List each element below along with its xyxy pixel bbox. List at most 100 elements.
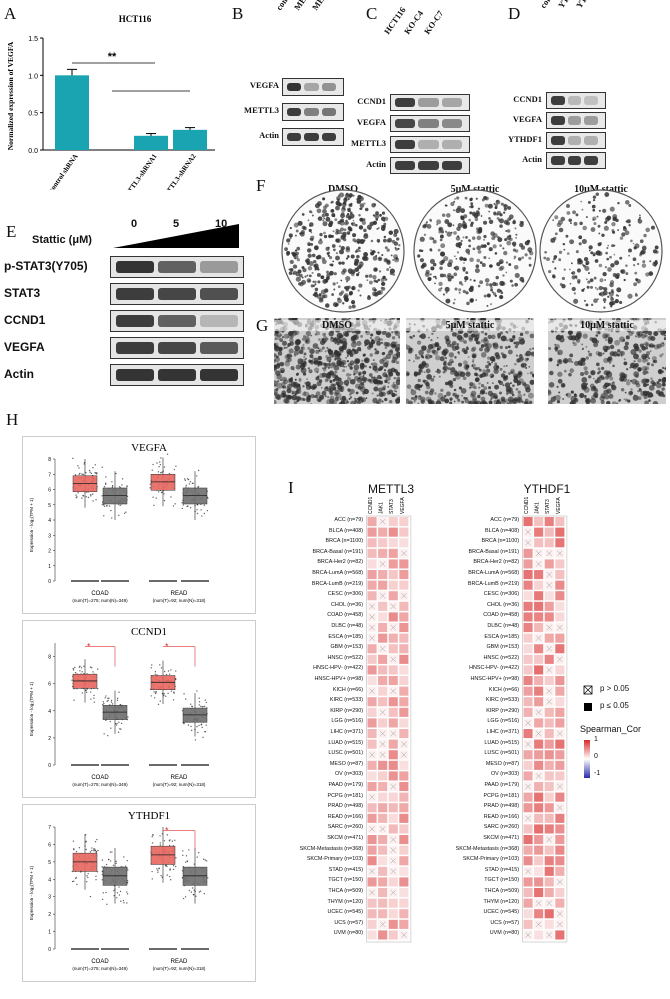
heatmap-row-label: BRCA-LumB (n=219) <box>311 580 363 587</box>
heatmap-row-label: UCEC (n=545) <box>327 909 363 916</box>
heatmap-cell <box>555 739 565 749</box>
y-tick: 1 <box>48 930 51 936</box>
y-tick: 1 <box>48 564 51 570</box>
heatmap-row-label: LIHC (n=371) <box>486 729 519 735</box>
heatmap-row-label: BRCA (n=1100) <box>481 538 519 545</box>
heatmap-cell <box>367 570 377 580</box>
band <box>158 288 196 300</box>
band <box>567 116 582 125</box>
panel-e-western-blot: Stattic (μM) 0 5 10 p-STAT3(Y705) STAT3 CCND… <box>0 218 250 395</box>
heatmap-cell <box>399 813 409 823</box>
heatmap-cell <box>388 538 398 548</box>
heatmap-cell <box>555 559 565 569</box>
heatmap-cell <box>534 750 544 760</box>
heatmap-cell <box>367 803 377 813</box>
heatmap-row-label: GBM (n=153) <box>486 644 519 651</box>
heatmap-cell <box>544 824 554 834</box>
blot-strip <box>282 103 344 121</box>
heatmap-cell <box>378 792 388 802</box>
blot-strip <box>110 310 244 332</box>
heatmap-cell <box>388 633 398 643</box>
blot-strip <box>282 128 344 146</box>
panel-letter-f: F <box>256 176 266 195</box>
heatmap-cell <box>388 707 398 717</box>
heatmap-cell <box>523 559 533 569</box>
heatmap-cell <box>544 559 554 569</box>
heatmap-cell <box>555 750 565 760</box>
heatmap-row-label: SKCM-Metastasis (n=368) <box>299 845 363 852</box>
panel-a-ylabel: Normalized expression of VEGFA <box>6 41 15 150</box>
heatmap-cell <box>544 888 554 898</box>
heatmap-cell <box>534 866 544 876</box>
heatmap-cell <box>367 580 377 590</box>
heatmap-cell <box>555 707 565 717</box>
y-tick: 5 <box>48 860 51 866</box>
heatmap-cell <box>523 760 533 770</box>
heatmap-cell <box>534 665 544 675</box>
heatmap-cell <box>544 813 554 823</box>
heatmap-cell <box>399 898 409 908</box>
heatmap-row-label: LUSC (n=501) <box>328 750 363 757</box>
y-tick: 4 <box>48 709 51 715</box>
heatmap-row-label: CESC (n=306) <box>327 591 363 598</box>
row-label: STAT3 <box>4 286 41 300</box>
heatmap-cell <box>555 718 565 728</box>
y-tick: 8 <box>48 457 51 463</box>
heatmap-row-label: KIRC (n=533) <box>329 697 363 704</box>
heatmap-row-label: ACC (n=79) <box>490 517 519 523</box>
heatmap-cell <box>388 930 398 940</box>
heatmap-cell <box>523 909 533 919</box>
heatmap-cell <box>555 580 565 590</box>
heatmap-cell <box>399 877 409 887</box>
band <box>395 98 416 107</box>
panel-i-heatmaps: METTL3 CCND1 JAK1 STAT3 VEGFA ACC (n=79) BLCA … <box>290 482 670 996</box>
heatmap-cell <box>399 909 409 919</box>
heatmap-cell <box>555 527 565 537</box>
heatmap-cell <box>399 612 409 622</box>
blot-strip <box>546 112 606 129</box>
heatmap-cell <box>555 686 565 696</box>
band <box>441 119 462 128</box>
heatmap-cell <box>388 697 398 707</box>
heatmap-cell <box>534 612 544 622</box>
x-category-label: METTL3-shRNA1 <box>120 152 159 190</box>
heatmap-cell <box>399 654 409 664</box>
heatmap-row-label: BRCA-Basal (n=191) <box>468 548 520 555</box>
x-category-sub: (num(T)=275; num(N)=349) <box>72 782 128 787</box>
normal-box <box>182 866 208 886</box>
heatmap-cell <box>378 538 388 548</box>
panel-letter-e: E <box>6 222 17 241</box>
x-category: COAD <box>91 959 109 965</box>
heatmap-row-label: PRAD (n=498) <box>327 803 363 810</box>
heatmap-cell <box>378 718 388 728</box>
heatmap-row-label: COAD (n=458) <box>483 612 519 619</box>
heatmap-cell <box>555 538 565 548</box>
heatmap-cell <box>544 654 554 664</box>
heatmap-cell <box>399 644 409 654</box>
y-tick: 6 <box>48 488 51 494</box>
heatmap-cell <box>544 676 554 686</box>
heatmap-cell <box>523 729 533 739</box>
band <box>200 369 238 381</box>
heatmap-cell <box>534 718 544 728</box>
heatmap-cell <box>544 633 554 643</box>
heatmap-row-label: LGG (n=516) <box>487 718 519 725</box>
heatmap-row-label: KIRP (n=290) <box>330 707 363 714</box>
heatmap-cell <box>555 760 565 770</box>
bar-2 <box>173 129 207 150</box>
heatmap-cell <box>523 623 533 633</box>
heatmap-row-label: PCPG (n=181) <box>483 792 519 799</box>
band <box>551 136 565 145</box>
heatmap-cell <box>378 686 388 696</box>
blot-strip <box>390 136 470 153</box>
heatmap-row-label: TGCT (n=150) <box>328 877 363 884</box>
heatmap-row-label: STAD (n=415) <box>484 866 519 873</box>
heatmap-cell <box>367 538 377 548</box>
colony-plate <box>539 189 663 313</box>
heatmap-cell <box>523 707 533 717</box>
heatmap-cell <box>378 803 388 813</box>
heatmap-cell <box>388 877 398 887</box>
heatmap-cell <box>534 782 544 792</box>
heatmap-row-label: STAD (n=415) <box>328 866 363 873</box>
